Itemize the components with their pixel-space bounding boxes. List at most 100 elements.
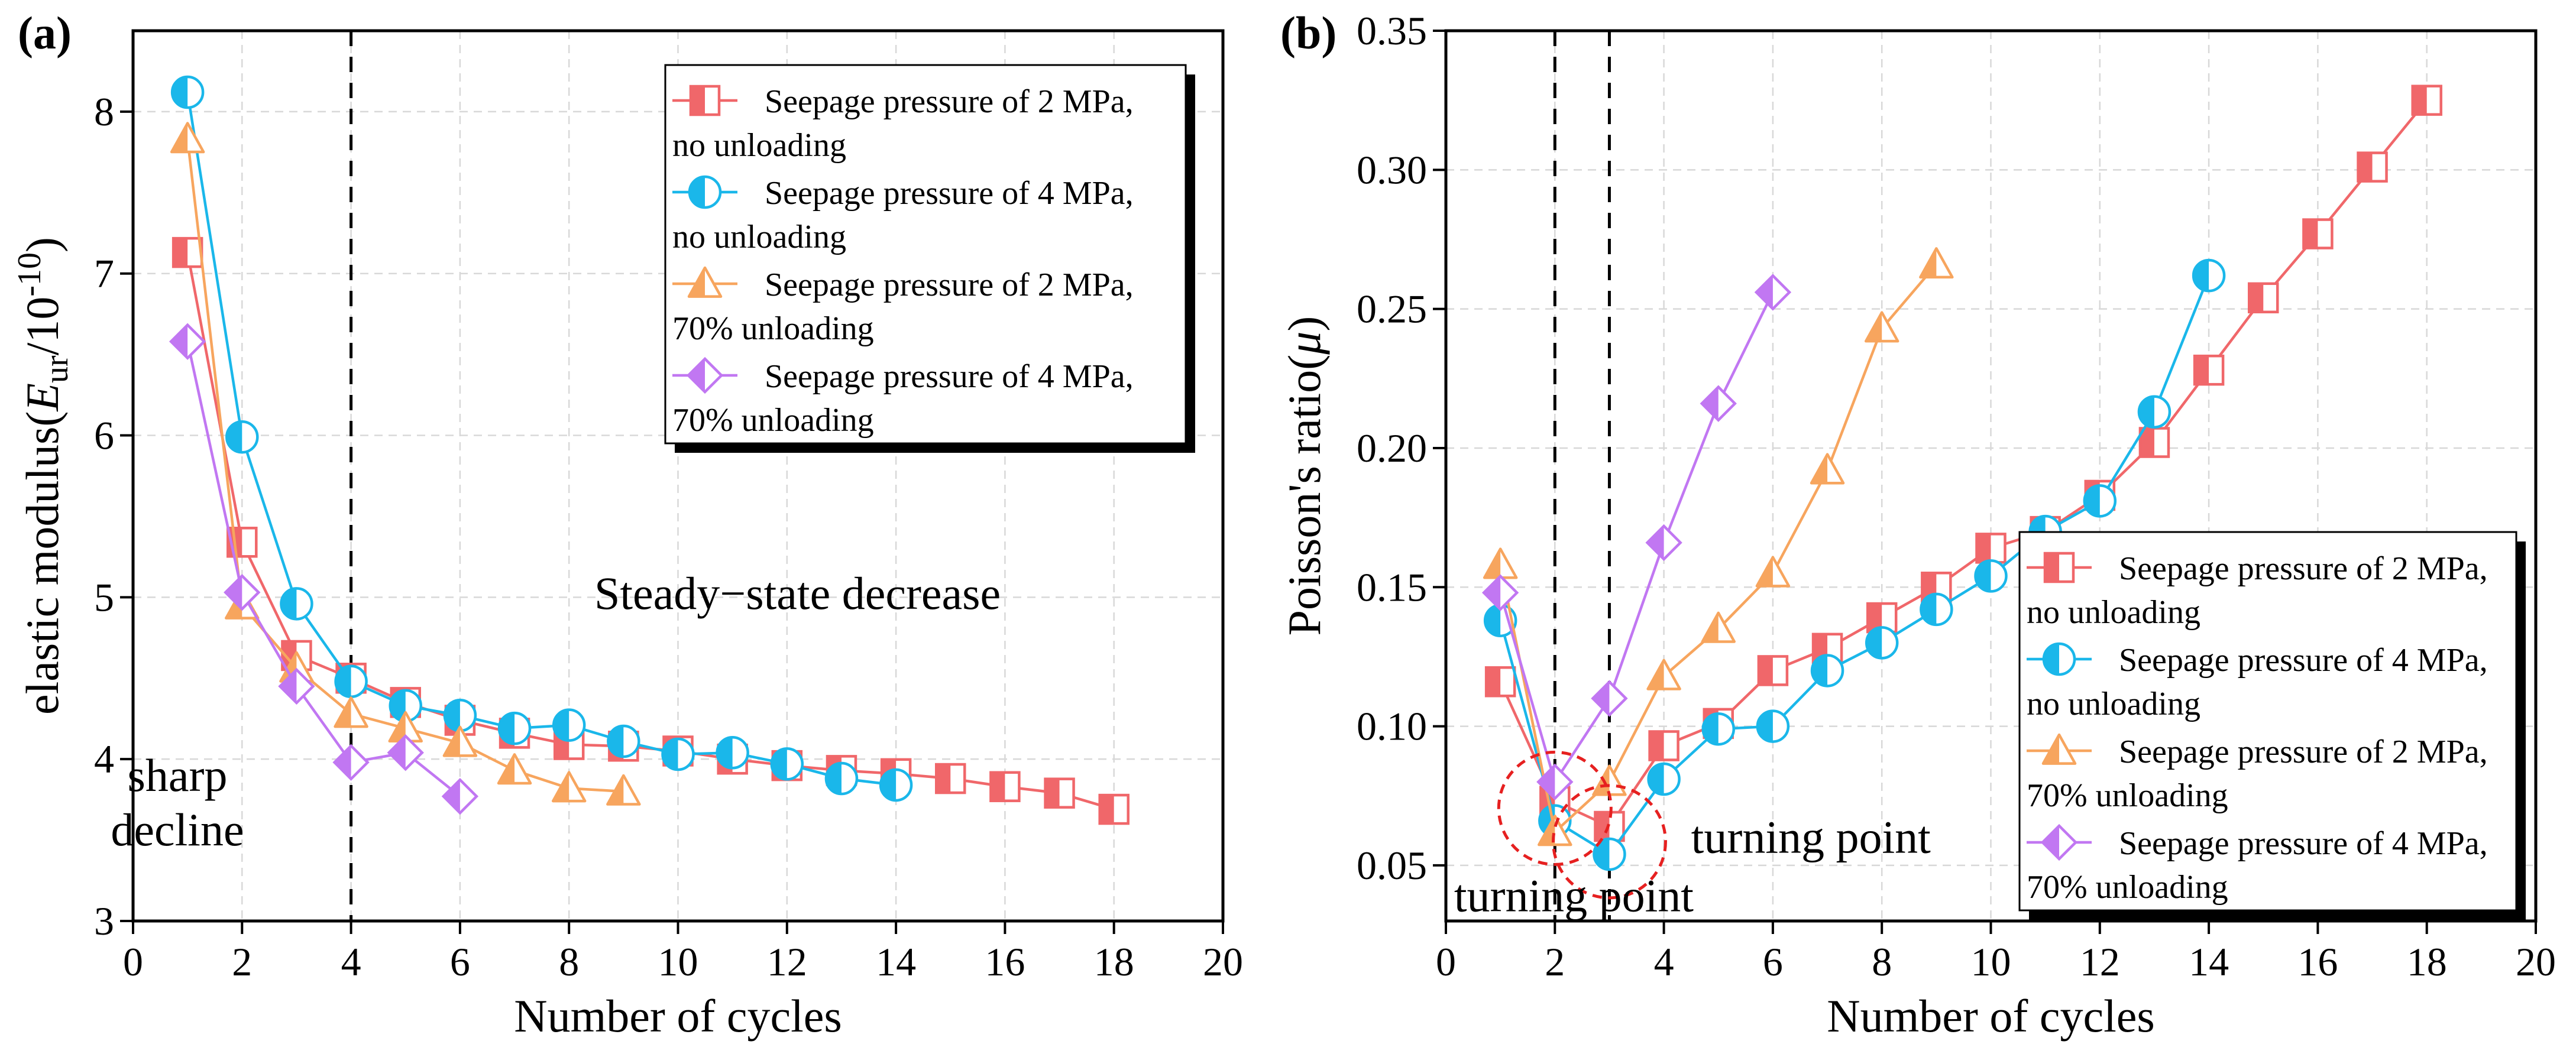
marker-outline bbox=[1755, 556, 1791, 588]
data-point bbox=[661, 737, 695, 771]
series-3 bbox=[1483, 247, 1954, 847]
data-point bbox=[389, 689, 422, 723]
marker-outline bbox=[441, 777, 479, 815]
data-point bbox=[1536, 763, 1574, 800]
marker-outline bbox=[387, 734, 424, 771]
marker-outline bbox=[2083, 484, 2117, 518]
marker-outline bbox=[278, 667, 315, 705]
data-point bbox=[1484, 666, 1516, 698]
legend-label-line2: no unloading bbox=[2027, 594, 2200, 631]
marker-fill bbox=[1701, 387, 1719, 420]
data-point bbox=[170, 122, 205, 154]
marker-outline bbox=[551, 771, 587, 803]
y-axis-title-slash: /10 bbox=[17, 297, 68, 356]
x-axis-title: Number of cycles bbox=[514, 990, 842, 1042]
marker-fill bbox=[1758, 656, 1773, 685]
x-tick-label: 2 bbox=[232, 939, 252, 984]
legend-label: Seepage pressure of 4 MPa, bbox=[765, 175, 1134, 212]
axes: 0 2 4 6 8 10 12 14 16 18 20 3 4 5 6 7 8 bbox=[94, 89, 1243, 984]
marker-outline bbox=[1810, 453, 1845, 485]
marker-outline bbox=[1757, 655, 1789, 686]
y-tick-label: 7 bbox=[94, 251, 114, 296]
marker-fill bbox=[499, 713, 515, 744]
legend-item: Seepage pressure of 4 MPa, no unloading bbox=[672, 175, 1134, 255]
data-point bbox=[552, 708, 586, 742]
x-tick-label: 8 bbox=[559, 939, 579, 984]
data-point bbox=[1481, 574, 1519, 611]
data-point bbox=[1098, 793, 1130, 825]
marker-outline bbox=[1810, 654, 1844, 687]
x-tick-label: 12 bbox=[2080, 939, 2120, 984]
y-tick-label: 0.05 bbox=[1357, 843, 1427, 888]
data-point bbox=[824, 761, 859, 796]
marker-fill bbox=[2193, 260, 2209, 291]
y-tick-label: 0.10 bbox=[1357, 704, 1427, 749]
marker-outline bbox=[879, 768, 913, 802]
marker-outline bbox=[2302, 218, 2334, 249]
x-tick-label: 0 bbox=[1436, 939, 1456, 984]
y-tick-label: 0.15 bbox=[1357, 565, 1427, 609]
marker-outline bbox=[687, 266, 723, 298]
marker-fill bbox=[2138, 396, 2154, 427]
marker-fill bbox=[2045, 553, 2059, 582]
marker-outline bbox=[686, 356, 724, 394]
marker-fill bbox=[335, 666, 351, 697]
legend-item: Seepage pressure of 4 MPa, 70% unloading bbox=[2027, 823, 2488, 906]
x-tick-label: 4 bbox=[1654, 939, 1674, 984]
x-tick-label: 6 bbox=[1763, 939, 1783, 984]
data-point bbox=[1920, 592, 1953, 627]
data-point bbox=[1646, 659, 1681, 690]
x-tick-label: 20 bbox=[1203, 939, 1243, 984]
plot-frame bbox=[1444, 29, 2538, 923]
marker-outline bbox=[2193, 354, 2225, 386]
marker-fill bbox=[2412, 86, 2427, 115]
marker-outline bbox=[1044, 777, 1075, 809]
series-4 bbox=[1481, 274, 1792, 800]
data-point bbox=[1591, 680, 1628, 717]
marker-fill bbox=[991, 772, 1005, 801]
marker-fill bbox=[444, 700, 460, 731]
marker-outline bbox=[442, 725, 478, 757]
legend-item: Seepage pressure of 2 MPa, no unloading bbox=[672, 83, 1134, 164]
data-point bbox=[442, 725, 478, 757]
data-point bbox=[225, 420, 259, 454]
x-tick-label: 10 bbox=[658, 939, 698, 984]
data-point bbox=[1810, 654, 1844, 687]
legend-swatch-marker bbox=[686, 356, 724, 394]
data-point bbox=[606, 774, 641, 806]
legend-label-line2: 70% unloading bbox=[672, 402, 874, 439]
legend-label: Seepage pressure of 2 MPa, bbox=[765, 267, 1134, 303]
data-point bbox=[224, 573, 261, 611]
marker-fill bbox=[1649, 731, 1664, 760]
data-point bbox=[387, 734, 424, 771]
legend-item: Seepage pressure of 2 MPa, 70% unloading bbox=[2027, 733, 2488, 814]
marker-outline bbox=[2041, 733, 2077, 765]
data-point bbox=[443, 699, 477, 732]
series-4 bbox=[169, 323, 479, 815]
marker-outline bbox=[2411, 85, 2442, 116]
marker-outline bbox=[1974, 559, 2008, 593]
y-tick-label: 3 bbox=[94, 899, 114, 943]
marker-fill bbox=[173, 238, 188, 267]
legend-swatch-marker bbox=[2041, 733, 2077, 765]
data-point bbox=[1648, 730, 1679, 761]
y-axis-title-subscript: ur bbox=[38, 355, 75, 383]
y-tick-label: 0.20 bbox=[1357, 426, 1427, 471]
data-point bbox=[1645, 524, 1682, 562]
data-point bbox=[169, 323, 206, 360]
marker-fill bbox=[172, 77, 188, 108]
marker-fill bbox=[1975, 560, 1991, 592]
data-point bbox=[1701, 712, 1735, 746]
marker-outline bbox=[1481, 574, 1519, 611]
marker-fill bbox=[2303, 219, 2318, 248]
marker-outline bbox=[606, 774, 641, 806]
marker-fill bbox=[2195, 356, 2209, 385]
marker-fill bbox=[1594, 839, 1610, 870]
data-point bbox=[441, 777, 479, 815]
panel-b-poissons-ratio: 0 2 4 6 8 10 12 14 16 18 20 0.05 0.10 0.15 0.20 0.25 0.3… bbox=[1279, 7, 2556, 1042]
data-point bbox=[497, 753, 532, 785]
x-tick-label: 8 bbox=[1872, 939, 1892, 984]
data-point bbox=[1483, 604, 1517, 637]
marker-outline bbox=[1098, 793, 1130, 825]
data-point bbox=[1865, 626, 1899, 660]
